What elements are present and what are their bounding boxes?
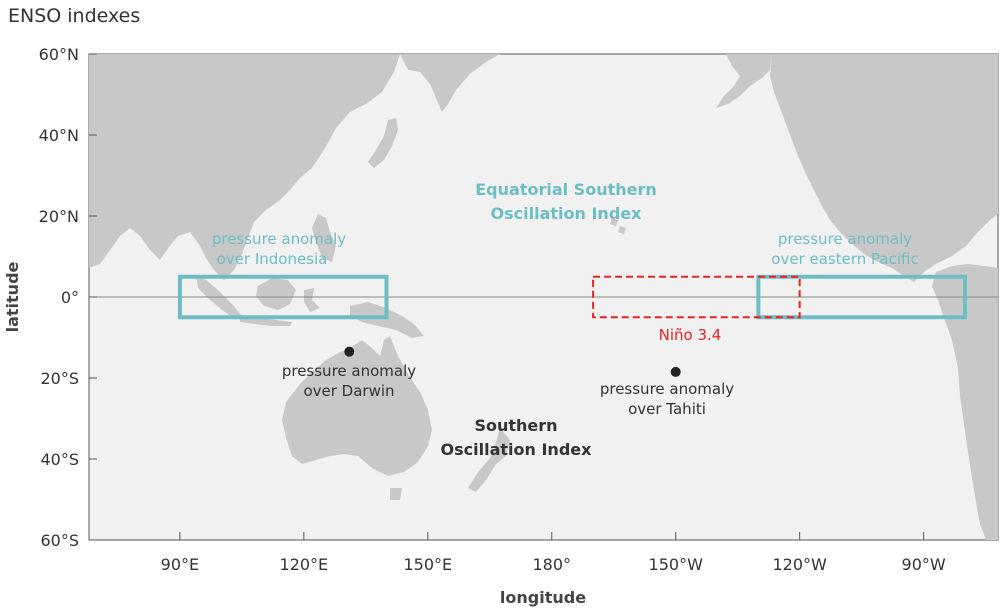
alaska-landmass — [716, 54, 772, 108]
figure-title: ENSO indexes — [8, 5, 140, 27]
x-tick-label: 120°E — [280, 555, 329, 574]
x-tick-label: 120°W — [772, 555, 827, 574]
x-tick-label: 90°W — [902, 555, 946, 574]
x-axis-label: longitude — [500, 588, 586, 607]
south-america-landmass — [932, 264, 998, 540]
x-tick-label: 150°W — [649, 555, 704, 574]
darwin-station-marker — [344, 346, 355, 357]
eastern-pacific-region-box — [756, 274, 967, 320]
y-axis-label: latitude — [3, 261, 22, 332]
new-zealand-islands — [468, 428, 510, 492]
borneo-island — [256, 278, 296, 310]
darwin-label-line2: over Darwin — [303, 382, 394, 400]
nino34-region-box — [592, 275, 801, 319]
x-tick-label: 90°E — [161, 555, 199, 574]
sulawesi-island — [304, 288, 320, 312]
x-tick-label: 150°E — [403, 555, 452, 574]
north-america-landmass — [770, 54, 998, 282]
caribbean-islands — [902, 238, 934, 248]
asia-landmass — [89, 54, 400, 280]
eastern-pacific-label-line2: over eastern Pacific — [771, 250, 918, 268]
y-tick-label: 60°S — [40, 531, 79, 550]
indonesia-label-line2: over Indonesia — [217, 250, 328, 268]
nino34-label: Niño 3.4 — [659, 326, 722, 344]
y-tick-label: 60°N — [39, 45, 79, 64]
y-tick-label: 40°N — [39, 126, 79, 145]
equatorial-soi-label-line1: Equatorial Southern — [475, 180, 657, 199]
tahiti-label-line1: pressure anomaly — [600, 380, 734, 398]
siberia-east-landmass — [400, 54, 500, 112]
soi-label-line2: Oscillation Index — [441, 440, 593, 459]
darwin-label-line1: pressure anomaly — [282, 362, 416, 380]
tahiti-label-line2: over Tahiti — [628, 400, 706, 418]
tahiti-station-marker — [670, 366, 681, 377]
japan-island — [368, 118, 398, 168]
new-guinea-island — [350, 302, 424, 338]
y-tick-label: 0° — [61, 288, 79, 307]
indonesia-label-line1: pressure anomaly — [212, 230, 346, 248]
philippines-islands — [312, 214, 336, 262]
java-island — [240, 318, 292, 326]
equatorial-soi-label-line2: Oscillation Index — [491, 204, 643, 223]
eastern-pacific-label-line1: pressure anomaly — [778, 230, 912, 248]
y-axis-ticks: 60°N 40°N 20°N 0° 20°S 40°S 60°S — [39, 45, 97, 550]
y-tick-label: 20°N — [39, 207, 79, 226]
x-axis-ticks: 90°E 120°E 150°E 180° 150°W 120°W 90°W — [161, 532, 946, 574]
australia-landmass — [282, 336, 432, 476]
hawaii-islands — [610, 218, 626, 234]
soi-label-line1: Southern — [474, 416, 557, 435]
y-tick-label: 40°S — [40, 450, 79, 469]
indonesia-region-box — [177, 274, 389, 320]
y-tick-label: 20°S — [40, 369, 79, 388]
land-layer — [89, 54, 998, 540]
x-tick-label: 180° — [532, 555, 571, 574]
tasmania-island — [390, 488, 402, 500]
